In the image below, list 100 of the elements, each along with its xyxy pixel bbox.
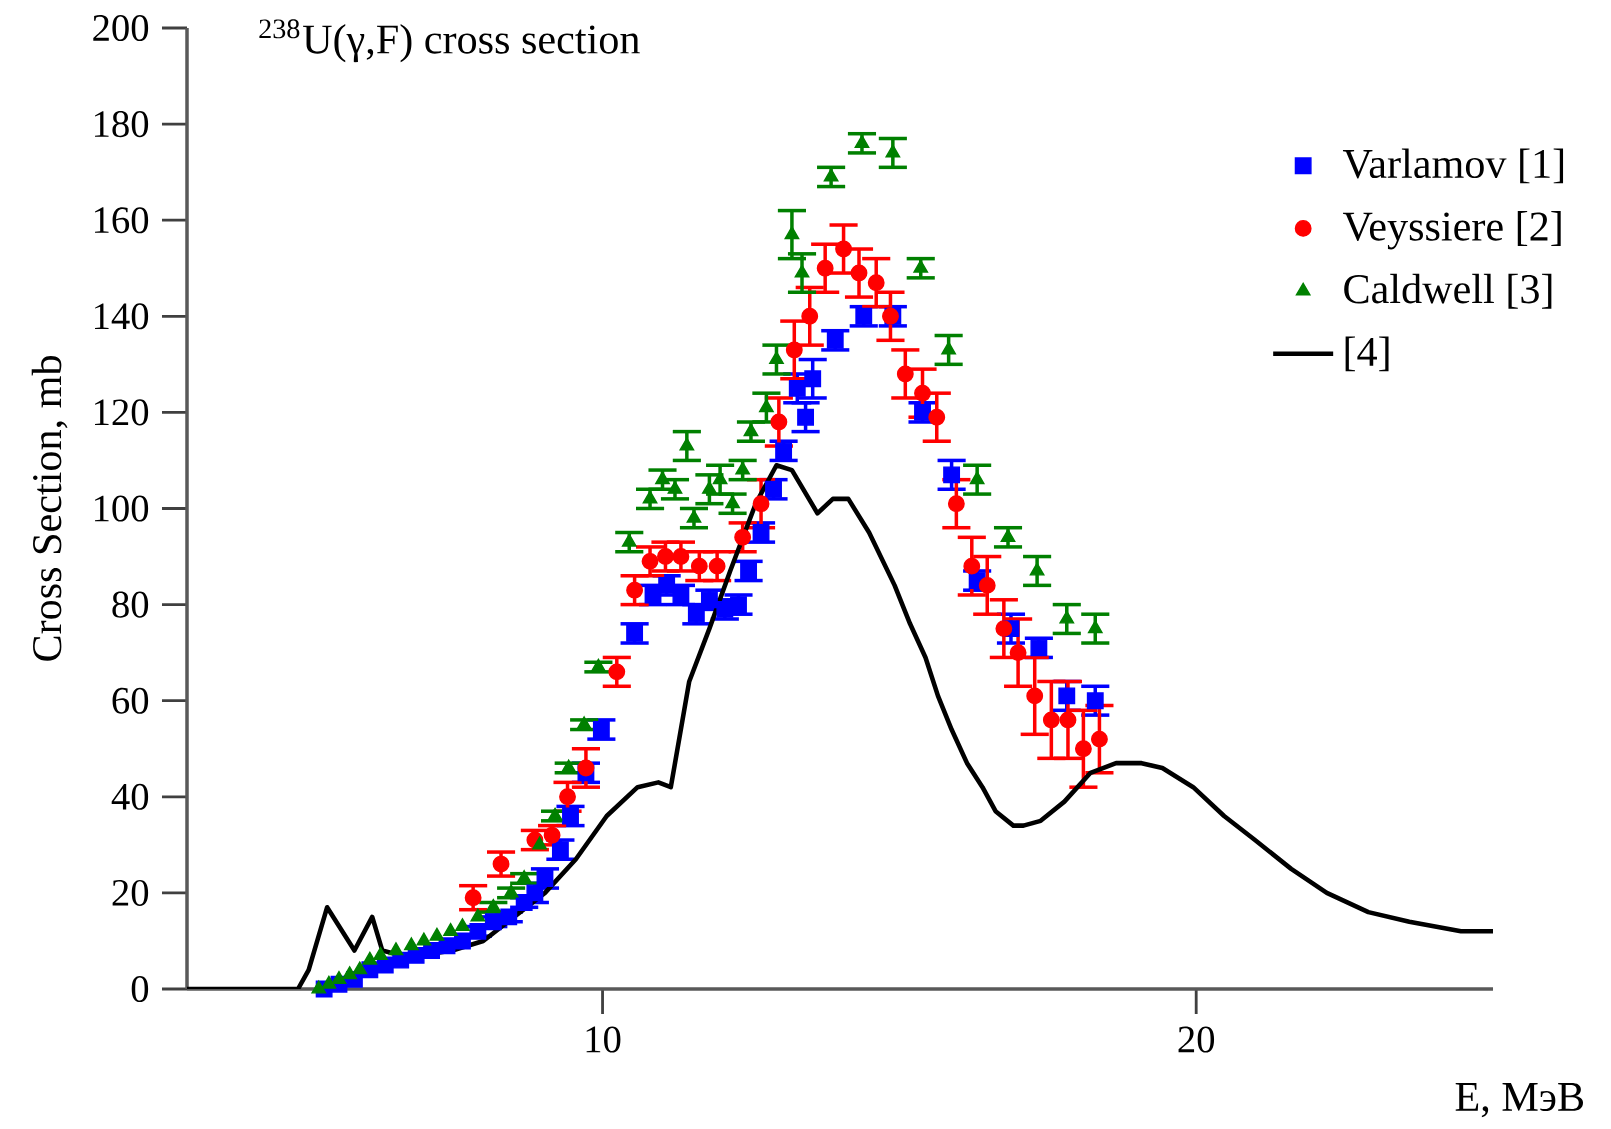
point [752,524,770,541]
point [896,365,914,383]
y-tick-label: 0 [131,976,149,1003]
point [388,942,404,956]
point [785,341,803,359]
point [532,836,548,850]
point [1059,610,1075,624]
point [914,403,931,421]
point [492,855,510,873]
point [429,927,445,941]
point [1009,644,1027,662]
point [562,807,579,825]
point [592,721,610,738]
y-tick-label: 60 [112,687,149,714]
legend-label: Varlamov [1] [1342,148,1564,184]
point [788,379,806,397]
point [941,341,957,355]
point [500,908,518,926]
point [352,961,368,975]
point [1042,711,1060,729]
point [1029,562,1045,576]
point [804,370,822,388]
point [752,495,770,513]
point [928,408,946,426]
point [404,937,419,951]
y-tick-label: 180 [95,111,149,138]
point [464,889,482,907]
point [626,625,644,642]
point [708,557,726,575]
point [362,951,378,965]
y-tick-label: 100 [95,495,149,522]
point [969,471,985,485]
point [963,557,981,575]
point [947,495,965,513]
point [516,870,532,884]
point [311,980,327,994]
point [770,413,788,431]
point [641,552,659,570]
point [850,264,868,282]
point [1074,740,1092,758]
y-tick-label: 120 [95,399,149,426]
point [672,586,690,604]
point [784,226,800,240]
point [1058,687,1076,705]
point [914,384,931,402]
point [485,898,501,912]
point [373,946,388,960]
y-tick-label: 200 [93,15,149,42]
x-axis-title: E, МэВ [1455,1083,1584,1118]
point [687,605,705,623]
point [576,716,592,730]
point [700,591,718,609]
point [608,663,626,681]
point [775,442,793,460]
point [551,841,569,859]
point [1087,620,1103,634]
point [503,884,519,898]
y-tick-label: 140 [95,303,149,330]
point [758,399,774,413]
y-tick-label: 40 [111,783,149,810]
point [536,870,554,887]
point [626,581,644,599]
point [455,918,470,932]
point [769,351,784,365]
point [657,548,674,566]
point [690,557,708,575]
point [801,307,819,325]
point [342,966,358,980]
point [867,274,885,292]
point [855,307,873,325]
legend-label: Veyssiere [2] [1342,211,1561,250]
point [978,576,996,594]
point [484,913,502,931]
point [943,466,961,484]
point [443,922,458,936]
y-tick-label: 80 [112,591,149,618]
legend-label: Caldwell [3] [1344,273,1552,309]
point [1026,687,1044,705]
point [885,144,901,158]
point [1086,692,1104,710]
chart-title: $^{238}$U(γ,F) cross section [259,19,640,63]
point [816,259,834,277]
point [470,908,486,922]
point [559,788,576,806]
point [995,620,1013,638]
point [734,528,752,546]
point [1059,711,1077,729]
point [765,480,782,498]
point [712,471,728,485]
y-axis-title: Cross Section, mb [31,356,68,661]
x-tick-label: 10 [586,1026,621,1053]
point [331,970,347,984]
y-tick-label: 20 [112,879,149,906]
y-tick-label: 160 [95,207,149,234]
point [835,240,853,258]
point [1030,639,1048,657]
point [740,562,758,580]
point [679,437,695,451]
point [543,826,561,844]
point [826,331,844,349]
